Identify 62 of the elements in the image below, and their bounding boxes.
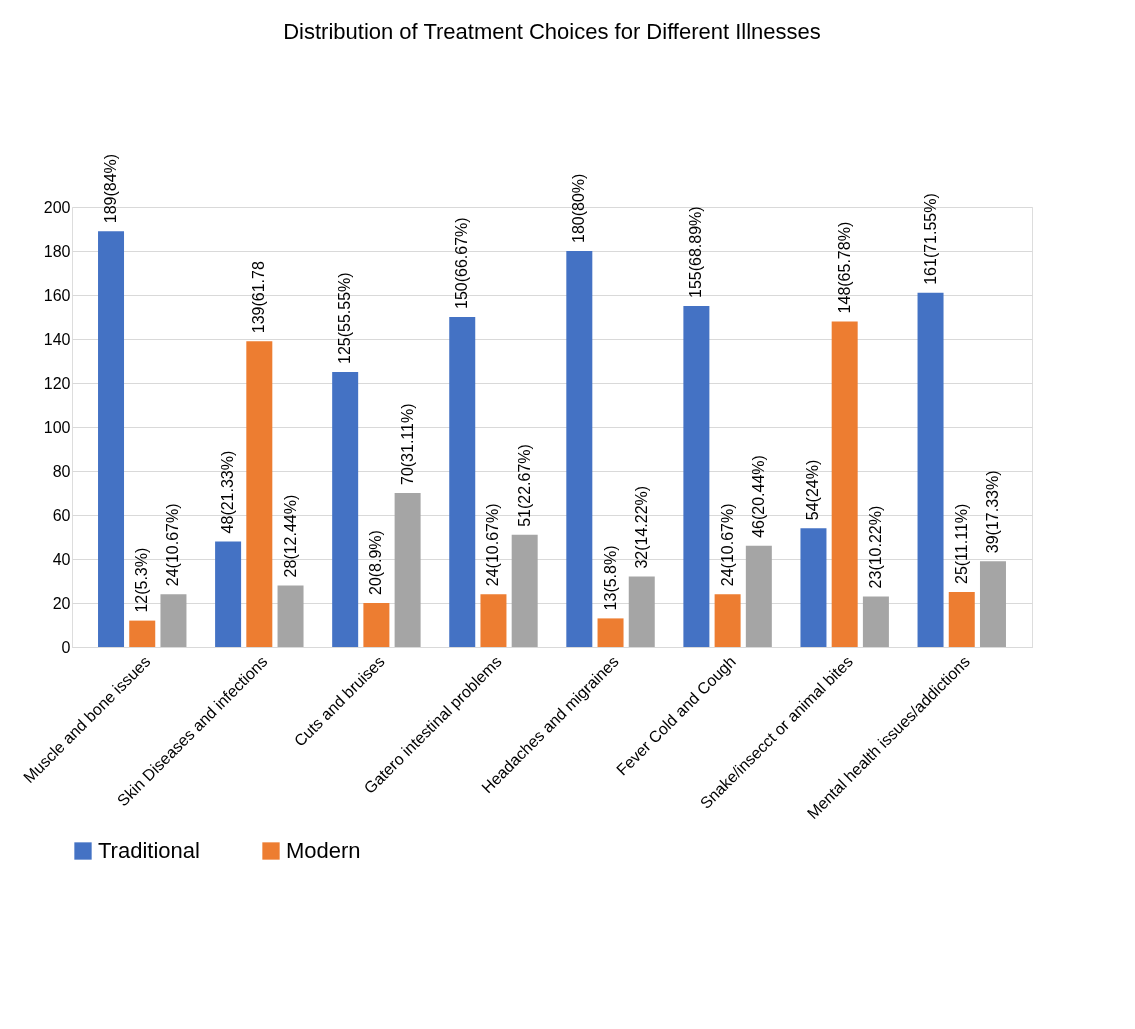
data-label: 180(80%) [570, 173, 588, 243]
legend-label: Traditional [98, 838, 200, 863]
bar [800, 528, 827, 647]
data-label: 189(84%) [102, 153, 120, 224]
bar [480, 594, 507, 647]
y-tick-label: 40 [52, 550, 71, 568]
data-label: 48(21.33%) [219, 450, 237, 534]
data-label: 12(5.3%) [133, 547, 151, 613]
data-label: 25(11.11%) [952, 503, 970, 584]
data-label: 13(5.8%) [601, 545, 619, 611]
data-label: 148(65.78%) [835, 221, 853, 314]
bar [831, 321, 858, 647]
bar [917, 292, 944, 647]
y-tick-label: 60 [52, 506, 71, 524]
bar [215, 541, 242, 647]
data-label: 150(66.67%) [453, 217, 471, 309]
bar [449, 317, 476, 647]
data-label: 28(12.44%) [281, 494, 299, 578]
bar [628, 576, 655, 647]
y-tick-label: 0 [61, 638, 71, 656]
bar [683, 306, 710, 647]
bar [714, 594, 741, 647]
bar [745, 545, 772, 647]
y-tick-label: 160 [43, 286, 71, 304]
data-label: 161(71.55%) [921, 193, 939, 285]
bar [862, 596, 889, 647]
bar [98, 231, 125, 647]
bar [566, 251, 593, 647]
data-label: 155(68.89%) [687, 206, 705, 298]
y-tick-label: 140 [43, 330, 71, 348]
data-label: 125(55.55%) [336, 272, 354, 364]
bar [129, 620, 156, 647]
data-label: 139(61.78 [250, 261, 268, 334]
bar [511, 534, 538, 647]
y-tick-label: 200 [43, 198, 71, 216]
y-tick-label: 20 [52, 594, 71, 612]
data-label: 39(17.33%) [983, 470, 1001, 554]
data-label: 51(22.67%) [515, 444, 533, 527]
data-label: 20(8.9%) [367, 530, 385, 595]
data-label: 24(10.67%) [484, 503, 502, 587]
y-tick-label: 180 [43, 242, 71, 260]
data-label: 23(10.22%) [866, 505, 884, 589]
bar [277, 585, 304, 647]
data-label: 46(20.44%) [749, 455, 767, 538]
legend-label: Modern [286, 838, 361, 863]
data-label: 24(10.67%) [718, 503, 736, 587]
data-label: 24(10.67%) [164, 503, 182, 587]
bar [394, 493, 421, 647]
bar [597, 618, 624, 647]
data-label: 54(24%) [804, 459, 822, 521]
data-label: 70(31.11%) [398, 403, 416, 485]
bar [246, 341, 273, 647]
bar [979, 561, 1006, 647]
bar [332, 372, 359, 647]
y-tick-label: 120 [43, 374, 71, 392]
data-label: 32(14.22%) [632, 485, 650, 569]
bar [160, 594, 187, 647]
bar [948, 592, 975, 647]
bar [363, 603, 390, 647]
chart-title: Distribution of Treatment Choices for Different Illnesses [283, 18, 821, 44]
y-tick-label: 100 [43, 418, 71, 436]
y-tick-label: 80 [52, 462, 71, 480]
